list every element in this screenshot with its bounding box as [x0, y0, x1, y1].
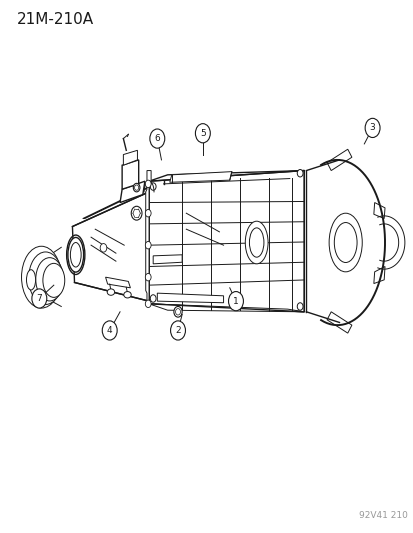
Text: 4: 4 [107, 326, 112, 335]
Circle shape [173, 306, 182, 317]
Circle shape [145, 180, 151, 188]
Text: 6: 6 [154, 134, 160, 143]
Circle shape [150, 183, 156, 190]
Circle shape [170, 321, 185, 340]
Polygon shape [149, 171, 304, 181]
Circle shape [228, 292, 243, 311]
Ellipse shape [36, 257, 64, 301]
Polygon shape [153, 255, 182, 264]
Polygon shape [83, 187, 151, 219]
Text: 7: 7 [36, 294, 42, 303]
Text: 3: 3 [369, 124, 375, 132]
Polygon shape [373, 203, 384, 219]
Polygon shape [149, 304, 304, 312]
Polygon shape [72, 192, 149, 301]
Ellipse shape [123, 292, 131, 298]
Circle shape [297, 169, 302, 177]
Polygon shape [120, 181, 145, 203]
Polygon shape [326, 149, 351, 171]
Polygon shape [326, 312, 351, 333]
Ellipse shape [68, 238, 83, 272]
Polygon shape [105, 277, 130, 288]
Circle shape [150, 129, 164, 148]
Polygon shape [145, 171, 151, 305]
Polygon shape [122, 160, 138, 189]
Ellipse shape [21, 246, 61, 308]
Polygon shape [123, 150, 137, 165]
Circle shape [145, 300, 151, 308]
Circle shape [32, 289, 47, 308]
Ellipse shape [107, 289, 114, 295]
Ellipse shape [43, 263, 64, 297]
Ellipse shape [244, 221, 268, 264]
Ellipse shape [328, 213, 361, 272]
Text: 1: 1 [233, 297, 238, 305]
Circle shape [131, 206, 142, 220]
Ellipse shape [28, 252, 62, 304]
Text: 2: 2 [175, 326, 180, 335]
Circle shape [145, 209, 151, 217]
Polygon shape [149, 171, 304, 312]
Polygon shape [157, 293, 223, 303]
Circle shape [145, 273, 151, 281]
Polygon shape [373, 266, 384, 284]
Circle shape [133, 183, 140, 192]
Text: 5: 5 [199, 129, 205, 138]
Circle shape [150, 295, 156, 302]
Circle shape [145, 241, 151, 249]
Text: 92V41 210: 92V41 210 [358, 511, 407, 520]
Ellipse shape [26, 270, 36, 290]
Circle shape [297, 303, 302, 310]
Text: 21M-210A: 21M-210A [17, 12, 93, 27]
Circle shape [195, 124, 210, 143]
Circle shape [102, 321, 117, 340]
Polygon shape [169, 172, 231, 182]
Circle shape [364, 118, 379, 138]
Circle shape [100, 244, 107, 252]
Ellipse shape [70, 243, 81, 267]
